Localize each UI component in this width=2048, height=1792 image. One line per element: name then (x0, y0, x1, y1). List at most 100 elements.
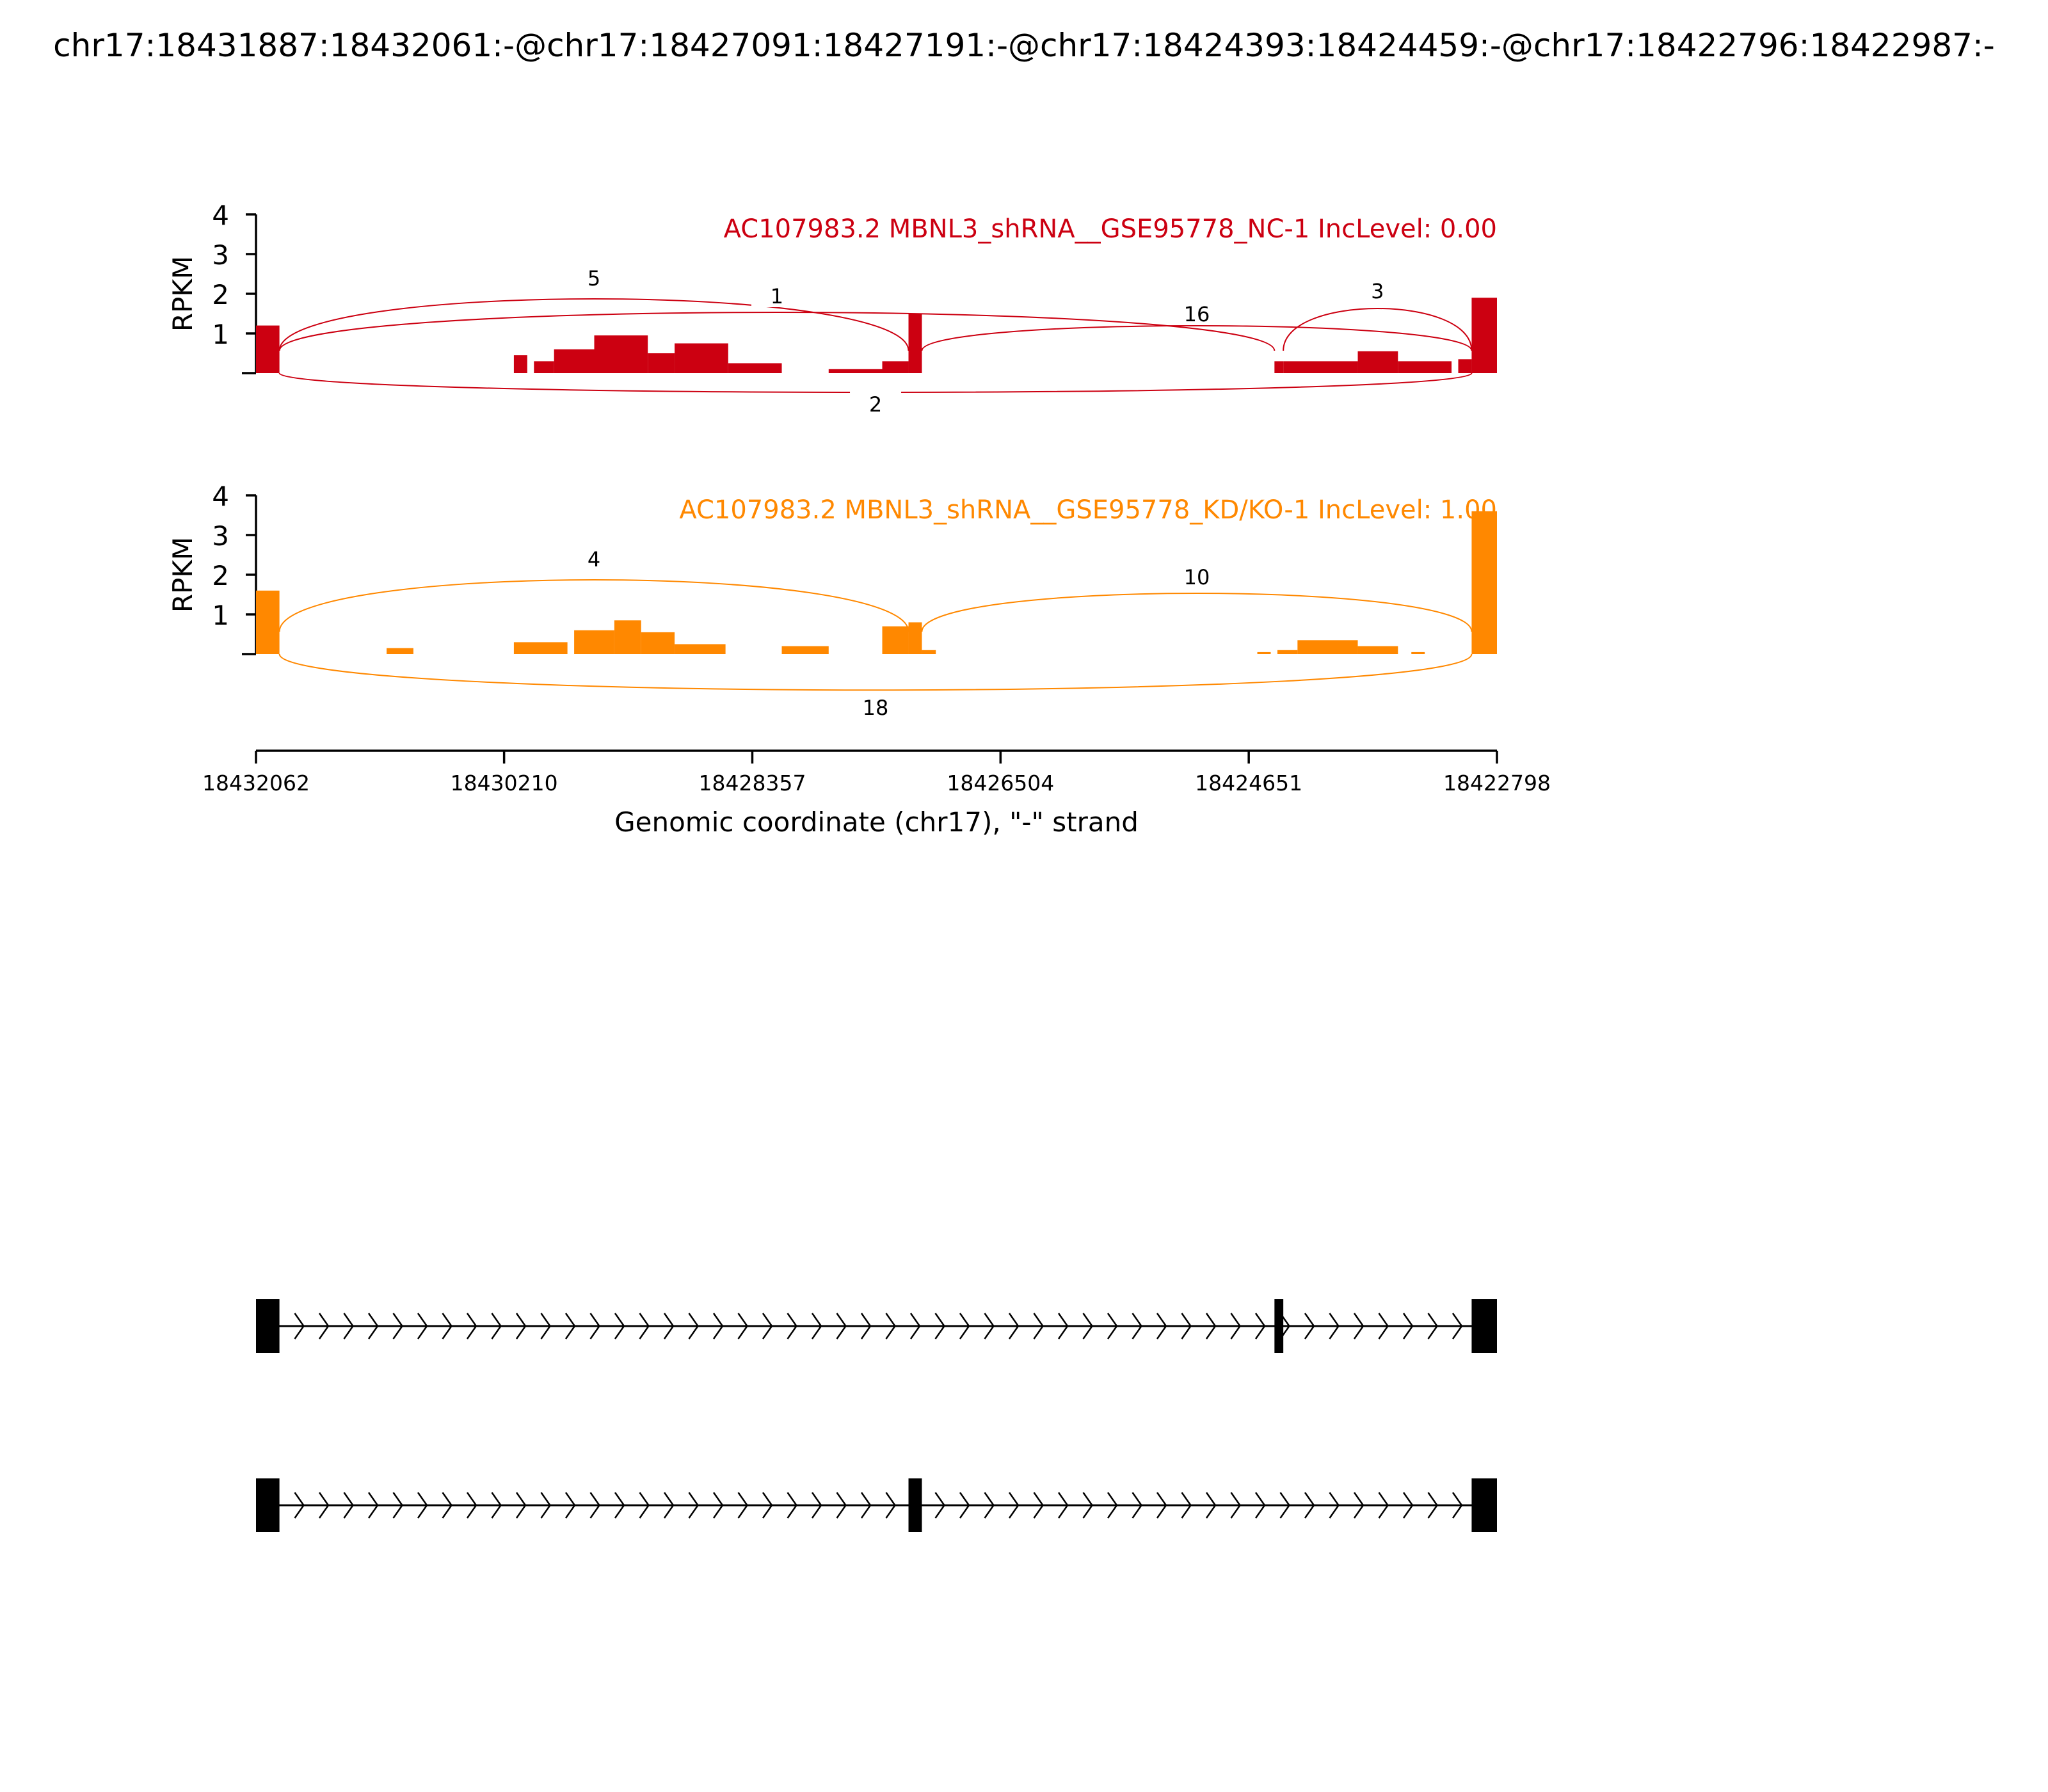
coverage-bar (513, 355, 527, 373)
x-tick-label: 18432062 (202, 771, 310, 796)
coverage-bar (922, 650, 936, 654)
track-title: AC107983.2 MBNL3_shRNA__GSE95778_KD/KO-1… (679, 495, 1497, 525)
strand-chevron (540, 1492, 552, 1519)
strand-chevron (466, 1313, 477, 1340)
x-axis: 18432062 18430210 18428357 18426504 18424651… (202, 749, 1551, 838)
exon-block (256, 1299, 280, 1353)
strand-chevron (417, 1313, 428, 1340)
junction-arc (278, 312, 1276, 351)
y-tick-label: 2 (212, 279, 229, 310)
y-tick-label: 4 (212, 200, 229, 231)
strand-chevron (466, 1492, 477, 1519)
strand-chevron (688, 1313, 700, 1340)
coverage-bar (1458, 359, 1472, 373)
strand-chevron (1033, 1313, 1044, 1340)
strand-chevron (663, 1492, 675, 1519)
junction-label-bg (1171, 301, 1222, 325)
strand-chevron (417, 1492, 428, 1519)
coverage-bar (1274, 361, 1284, 373)
strand-chevron (836, 1492, 847, 1519)
strand-chevron (1132, 1492, 1143, 1519)
strand-chevron (762, 1313, 773, 1340)
strand-chevron (1008, 1313, 1020, 1340)
y-axis-label: RPKM (167, 256, 198, 332)
strand-chevron (1329, 1313, 1340, 1340)
coverage-bar (1357, 646, 1398, 654)
strand-chevron (885, 1492, 897, 1519)
exon-block (908, 1478, 922, 1532)
x-tick-label: 18428357 (698, 771, 806, 796)
strand-chevron (663, 1313, 675, 1340)
strand-chevron (1353, 1492, 1364, 1519)
strand-chevron (959, 1492, 970, 1519)
strand-chevron (984, 1492, 995, 1519)
strand-chevron (860, 1492, 872, 1519)
strand-chevron (1033, 1492, 1044, 1519)
y-tick-label: 4 (212, 481, 229, 512)
coverage-bar (882, 361, 909, 373)
strand-chevron (787, 1313, 798, 1340)
junction-count: 18 (863, 696, 889, 720)
junction-arc (278, 579, 909, 632)
strand-chevron (1254, 1313, 1266, 1340)
coverage-bar (641, 632, 675, 654)
strand-chevron (811, 1313, 822, 1340)
coverage-bar (256, 590, 280, 654)
strand-chevron (639, 1492, 650, 1519)
y-tick-label: 1 (212, 319, 229, 350)
coverage-bar (614, 620, 641, 654)
exon-block (1274, 1299, 1284, 1353)
coverage-bar (1297, 640, 1358, 654)
coverage-bar (574, 630, 614, 654)
strand-chevron (318, 1313, 330, 1340)
strand-chevron (294, 1313, 305, 1340)
coverage-bar (908, 622, 922, 654)
strand-chevron (1378, 1492, 1389, 1519)
strand-chevron (934, 1313, 946, 1340)
coverage-bar (1471, 298, 1497, 373)
strand-chevron (811, 1492, 822, 1519)
strand-chevron (1181, 1313, 1192, 1340)
coverage-bar (648, 353, 675, 373)
junction-count: 10 (1184, 565, 1210, 589)
track-2: 1 2 3 4 RPKM AC107983.2 MBNL3_shRNA__GSE95778… (167, 481, 1497, 720)
strand-chevron (712, 1492, 724, 1519)
strand-chevron (1279, 1313, 1291, 1340)
x-axis-label: Genomic coordinate (chr17), "-" strand (614, 806, 1139, 838)
junction-count: 5 (588, 266, 600, 291)
strand-chevron (1304, 1492, 1315, 1519)
strand-chevron (540, 1313, 552, 1340)
junction-arc (278, 372, 1473, 393)
strand-chevron (688, 1492, 700, 1519)
strand-chevron (1057, 1492, 1069, 1519)
junction-count: 4 (588, 547, 600, 572)
junction-label-bg (1171, 564, 1222, 588)
strand-chevron (1156, 1313, 1167, 1340)
strand-chevron (392, 1313, 404, 1340)
coverage-bar (1257, 652, 1271, 654)
isoform-2 (256, 1478, 1497, 1532)
coverage-bar (256, 325, 280, 373)
strand-chevron (1279, 1492, 1291, 1519)
strand-chevron (294, 1492, 305, 1519)
strand-chevron (737, 1492, 749, 1519)
strand-chevron (1181, 1492, 1192, 1519)
coverage-bar (1471, 511, 1497, 654)
strand-chevron (860, 1313, 872, 1340)
coverage-bar (675, 644, 726, 654)
coverage-bar (513, 642, 568, 654)
coverage-bar (1411, 652, 1425, 654)
coverage-bar (781, 646, 829, 654)
exon-block (256, 1478, 280, 1532)
strand-chevron (639, 1313, 650, 1340)
strand-chevron (1254, 1492, 1266, 1519)
junction-label-bg (568, 265, 620, 289)
strand-chevron (1402, 1492, 1414, 1519)
strand-chevron (959, 1313, 970, 1340)
strand-chevron (1427, 1313, 1439, 1340)
strand-chevron (343, 1492, 355, 1519)
strand-chevron (614, 1313, 625, 1340)
strand-chevron (1452, 1492, 1463, 1519)
strand-chevron (1329, 1492, 1340, 1519)
strand-chevron (392, 1492, 404, 1519)
